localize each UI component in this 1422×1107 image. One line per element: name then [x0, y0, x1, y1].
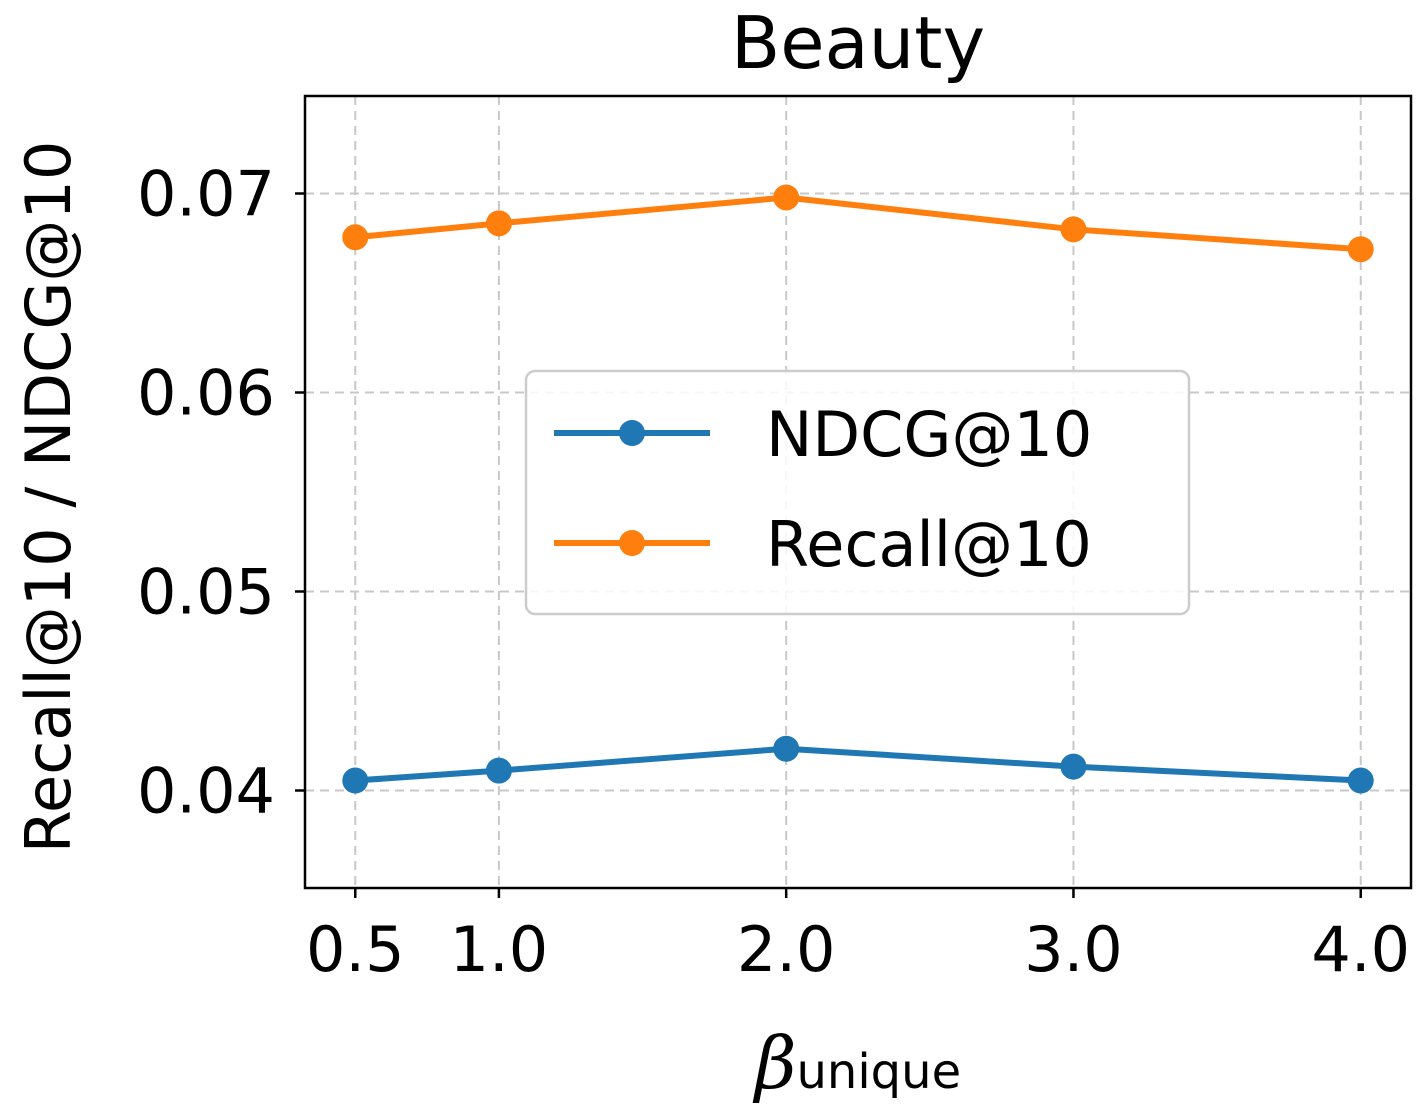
y-axis-label: Recall@10 / NDCG@10: [12, 141, 85, 854]
data-point-recall-10: [1060, 216, 1087, 243]
x-tick-label: 2.0: [737, 913, 836, 986]
data-point-ndcg-10: [773, 735, 800, 762]
data-point-ndcg-10: [1060, 753, 1087, 780]
legend-item-recall: Recall@10: [554, 508, 1092, 581]
data-point-recall-10: [485, 210, 512, 237]
x-axis-label-symbol: β: [752, 1021, 797, 1105]
data-point-ndcg-10: [342, 767, 369, 794]
legend-marker-ndcg: [619, 420, 645, 446]
x-axis-label-subscript: unique: [797, 1044, 962, 1100]
y-tick-label: 0.07: [137, 158, 275, 231]
y-tick-label: 0.05: [137, 555, 275, 628]
x-tick-label: 3.0: [1024, 913, 1123, 986]
series-layer: [342, 184, 1374, 794]
x-tick-label: 1.0: [450, 913, 549, 986]
legend-marker-recall: [619, 530, 645, 556]
data-point-recall-10: [1347, 236, 1374, 263]
legend-item-ndcg: NDCG@10: [554, 398, 1092, 471]
x-tick-label: 0.5: [306, 913, 405, 986]
legend-label-recall: Recall@10: [766, 508, 1092, 581]
plot-frame: [303, 94, 1413, 890]
data-point-recall-10: [342, 224, 369, 251]
x-axis-label-text: βunique: [752, 1021, 961, 1105]
chart-title: Beauty: [731, 1, 985, 85]
data-point-recall-10: [773, 184, 800, 211]
y-tick-label: 0.06: [137, 357, 275, 430]
x-axis-label: βunique: [752, 1021, 961, 1105]
axis-ticks: 0.5 1.0 2.0 3.0 4.0 0.04 0.05 0.06 0.07: [137, 158, 1410, 986]
data-point-ndcg-10: [485, 757, 512, 784]
data-point-ndcg-10: [1347, 767, 1374, 794]
legend-label-ndcg: NDCG@10: [766, 398, 1092, 471]
y-tick-label: 0.04: [137, 754, 275, 827]
legend: NDCG@10 Recall@10: [524, 369, 1191, 616]
x-tick-label: 4.0: [1311, 913, 1410, 986]
